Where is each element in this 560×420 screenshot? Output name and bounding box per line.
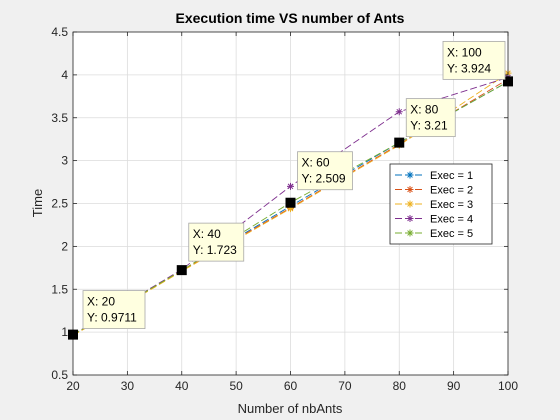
x-tick-label: 70 — [338, 379, 352, 393]
datatip-x-text: X: 80 — [410, 103, 438, 117]
datatip-y-text: Y: 1.723 — [193, 243, 237, 257]
datatip-y-text: Y: 3.924 — [447, 61, 491, 75]
y-tick-label: 2 — [61, 239, 68, 253]
datatip[interactable]: X: 40 Y: 1.723 — [176, 222, 245, 276]
x-tick-label: 100 — [498, 379, 518, 393]
datatip-y-text: Y: 2.509 — [302, 172, 346, 186]
datatip-x-text: X: 60 — [302, 156, 330, 170]
datatip-point — [394, 137, 405, 148]
legend-item[interactable]: Exec = 5 — [395, 228, 473, 240]
data-point-marker — [287, 182, 294, 190]
x-tick-label: 50 — [229, 379, 243, 393]
y-tick-label: 1.5 — [51, 282, 68, 296]
y-tick-label: 3 — [61, 154, 68, 168]
datatip-point — [503, 76, 513, 87]
datatip[interactable]: X: 20 Y: 0.9711 — [68, 290, 146, 340]
legend-marker — [406, 171, 414, 179]
datatip-x-text: X: 20 — [87, 295, 115, 309]
x-axis-label: Number of nbAnts — [238, 401, 343, 416]
legend-label: Exec = 4 — [430, 214, 473, 226]
chart-title: Execution time VS number of Ants — [176, 10, 405, 26]
legend-label: Exec = 5 — [430, 228, 473, 240]
legend-item[interactable]: Exec = 2 — [395, 185, 473, 197]
legend-marker — [406, 200, 414, 208]
y-tick-label: 2.5 — [51, 197, 68, 211]
y-tick-label: 1 — [61, 325, 68, 339]
datatip-y-text: Y: 3.21 — [410, 119, 448, 133]
legend-item[interactable]: Exec = 1 — [395, 170, 473, 182]
datatip-box — [297, 151, 353, 191]
datatip-point — [176, 265, 187, 276]
y-tick-label: 4 — [61, 68, 68, 82]
legend-marker — [406, 215, 414, 222]
datatip-box — [405, 98, 456, 138]
datatip-box — [442, 40, 506, 80]
legend-label: Exec = 3 — [430, 199, 473, 211]
x-tick-label: 30 — [121, 379, 135, 393]
datatip-y-text: Y: 0.9711 — [87, 311, 137, 325]
data-point-marker — [395, 108, 403, 116]
datatip[interactable]: X: 80 Y: 3.21 — [394, 98, 456, 148]
legend-item[interactable]: Exec = 4 — [395, 214, 473, 226]
data-point-marker — [287, 205, 294, 213]
datatip-x-text: X: 100 — [447, 45, 482, 59]
datatip-point — [285, 197, 296, 208]
datatip-x-text: X: 40 — [193, 227, 221, 241]
legend-label: Exec = 2 — [430, 185, 473, 197]
x-tick-label: 80 — [393, 379, 407, 393]
datatip-box — [82, 290, 146, 330]
y-tick-label: 0.5 — [51, 368, 68, 382]
x-tick-label: 60 — [284, 379, 298, 393]
x-tick-label: 40 — [175, 379, 189, 393]
legend-label: Exec = 1 — [430, 170, 473, 182]
datatip-point — [68, 329, 78, 340]
datatip-box — [188, 222, 245, 262]
x-tick-label: 20 — [66, 379, 80, 393]
x-tick-label: 90 — [447, 379, 461, 393]
y-axis-label: Time — [30, 189, 45, 217]
axis-ticks: 20 30 40 50 60 70 80 90 100 0.5 1 1.5 2 2.5 3 3.5 4 4.5 — [51, 25, 518, 393]
datatip[interactable]: X: 60 Y: 2.509 — [285, 151, 353, 208]
legend[interactable]: Exec = 1 Exec = 2 Exec = 3 Exec = 4 Exec = 5 — [389, 163, 493, 245]
legend-marker — [406, 229, 414, 237]
legend-item[interactable]: Exec = 3 — [395, 199, 473, 211]
legend-marker — [406, 186, 414, 193]
y-tick-label: 3.5 — [51, 111, 68, 125]
datatip[interactable]: X: 100 Y: 3.924 — [442, 40, 513, 87]
datatip-layer: X: 20 Y: 0.9711 X: 40 Y: 1.723 X: 60 Y: 2.509… — [68, 40, 513, 340]
y-tick-label: 4.5 — [51, 25, 68, 39]
